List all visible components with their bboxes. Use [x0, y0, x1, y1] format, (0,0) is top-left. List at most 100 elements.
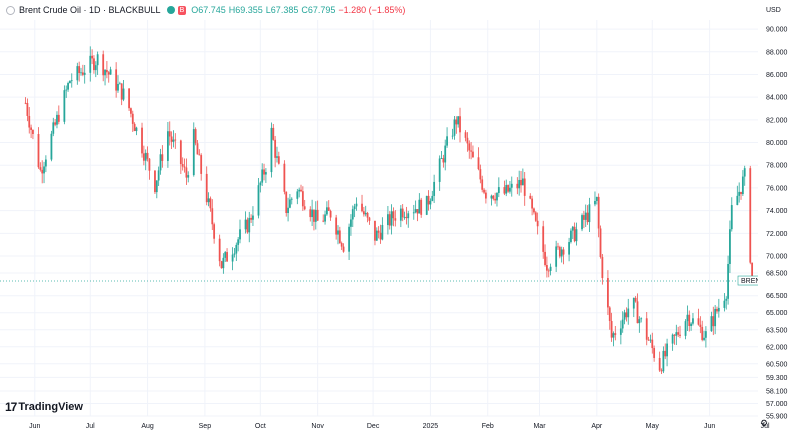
- tradingview-logo[interactable]: 17 TradingView: [5, 400, 83, 414]
- price-tick-label: 58.100: [766, 389, 788, 396]
- candle-body: [403, 216, 406, 218]
- candle-body: [194, 129, 197, 144]
- candle-body: [581, 215, 583, 230]
- candle-body: [671, 334, 674, 344]
- price-axis[interactable]: USD 90.000 88.000 86.000 84.000 82.000 80.000 7…: [758, 0, 800, 433]
- candle-body: [80, 72, 82, 74]
- time-tick-label: Jun: [704, 423, 715, 430]
- candle-body: [235, 244, 238, 254]
- candle-body: [81, 72, 84, 75]
- candle-body: [529, 195, 532, 199]
- candle-body: [636, 301, 639, 324]
- candle-body: [133, 123, 136, 132]
- candle-body: [174, 139, 177, 141]
- candle-body: [337, 230, 339, 235]
- candle-body: [459, 116, 461, 133]
- price-axis-unit: USD: [766, 7, 781, 14]
- candle-body: [494, 198, 497, 201]
- candle-body: [148, 158, 151, 171]
- candle-body: [70, 80, 73, 82]
- candle-body: [399, 208, 402, 221]
- candle-body: [96, 54, 99, 66]
- candle-body: [250, 217, 252, 220]
- candle-body: [634, 297, 637, 302]
- candle-body: [749, 168, 752, 263]
- candle-body: [568, 242, 570, 255]
- candle-body: [89, 55, 92, 73]
- candle-body: [303, 206, 306, 210]
- candle-body: [542, 226, 545, 252]
- candle-body: [57, 114, 60, 122]
- flag-badge[interactable]: B: [177, 5, 187, 15]
- candle-body: [619, 328, 622, 335]
- candle-body: [653, 348, 656, 358]
- candle-body: [348, 226, 350, 252]
- symbol-status-dot[interactable]: [6, 5, 15, 15]
- candle-body: [32, 129, 34, 135]
- candle-body: [322, 220, 325, 222]
- candle-body: [412, 212, 415, 214]
- price-tick-label: 76.000: [766, 185, 788, 192]
- time-axis[interactable]: Jun Jul Aug Sep Oct Nov Dec 2025 Feb Mar Apr May Jun…: [29, 423, 770, 430]
- candle-body: [405, 216, 408, 219]
- price-tick-label: 65.000: [766, 310, 788, 317]
- candle-body: [464, 132, 467, 138]
- candle-body: [324, 214, 326, 222]
- candle-body: [557, 246, 559, 248]
- candle-body: [688, 314, 691, 326]
- candle-body: [231, 254, 234, 262]
- time-tick-label: Oct: [255, 423, 266, 430]
- candle-body: [67, 83, 69, 90]
- candle-body: [168, 131, 171, 137]
- candle-body: [571, 226, 574, 231]
- price-tick-label: 88.000: [766, 49, 788, 56]
- candle-body: [39, 167, 42, 170]
- candle-body: [601, 257, 604, 279]
- candle-body: [300, 189, 302, 192]
- candle-body: [154, 170, 156, 193]
- candle-body: [531, 198, 534, 209]
- candle-body: [353, 206, 356, 210]
- price-tick-label: 55.900: [766, 414, 788, 421]
- candle-body: [438, 158, 441, 182]
- candle-body: [296, 191, 299, 199]
- candle-body: [664, 350, 667, 357]
- candle-body: [738, 191, 741, 196]
- candle-body: [325, 207, 328, 215]
- candle-body: [492, 195, 495, 199]
- symbol-title[interactable]: Brent Crude Oil · 1D · BLACKBULL: [19, 5, 161, 15]
- price-tick-label: 59.300: [766, 375, 788, 382]
- candle-body: [364, 212, 367, 215]
- candle-body: [446, 136, 448, 146]
- candle-body: [588, 204, 591, 223]
- candle-body: [623, 312, 626, 320]
- candle-body: [298, 189, 301, 192]
- candle-body: [627, 308, 630, 318]
- candle-body: [144, 152, 147, 161]
- candle-body: [582, 215, 585, 220]
- gear-icon[interactable]: ⚙: [760, 418, 769, 428]
- candle-body: [192, 129, 195, 176]
- candle-body: [56, 114, 58, 125]
- candle-body: [69, 81, 71, 84]
- candle-body: [751, 262, 754, 281]
- candle-body: [546, 265, 548, 271]
- candle-body: [647, 339, 650, 341]
- candle-body: [301, 191, 304, 207]
- price-tick-label: 72.000: [766, 231, 788, 238]
- candle-body: [662, 350, 665, 372]
- candle-body: [549, 266, 552, 271]
- candle-body: [314, 209, 317, 222]
- candle-body: [608, 307, 611, 321]
- candle-body: [259, 182, 262, 186]
- candle-body: [205, 173, 208, 203]
- symbol-tag: BRENT: [741, 278, 765, 285]
- candle-body: [407, 213, 410, 219]
- candle-body: [388, 214, 391, 226]
- candle-body: [222, 257, 225, 269]
- candle-body: [172, 139, 175, 142]
- candle-body: [632, 297, 635, 309]
- candle-body: [701, 326, 704, 340]
- candle-body: [716, 308, 718, 312]
